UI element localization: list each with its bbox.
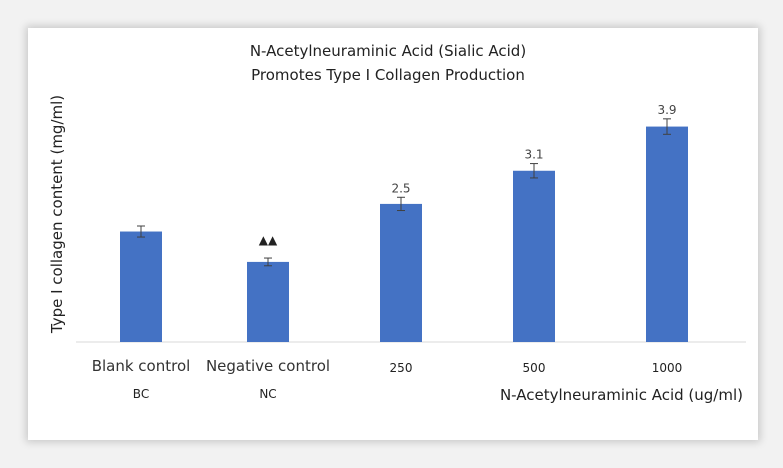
data-label-4: 3.9 (657, 103, 676, 117)
y-axis-title: Type I collagen content (mg/ml) (48, 95, 66, 334)
chart-svg: N-Acetylneuraminic Acid (Sialic Acid) Pr… (48, 42, 746, 404)
bar-1 (247, 261, 289, 342)
chart-frame: N-Acetylneuraminic Acid (Sialic Acid) Pr… (28, 28, 758, 440)
x-axis-title: N-Acetylneuraminic Acid (ug/ml) (500, 386, 743, 404)
x-sub-label-1: NC (259, 387, 276, 401)
x-tick-label-3: 500 (523, 361, 546, 375)
x-tick-label-4: 1000 (652, 361, 683, 375)
chart-title-line-2: Promotes Type I Collagen Production (251, 66, 525, 84)
x-tick-label-1: Negative control (206, 357, 330, 375)
bar-0 (120, 231, 162, 342)
data-label-2: 2.5 (391, 181, 410, 195)
bar-3 (513, 170, 555, 342)
chart-title-line-1: N-Acetylneuraminic Acid (Sialic Acid) (250, 42, 526, 60)
x-tick-label-2: 250 (390, 361, 413, 375)
data-label-3: 3.1 (524, 148, 543, 162)
significance-marker-0: ▲▲ (259, 233, 278, 247)
bar-4 (646, 126, 688, 342)
bar-2 (380, 203, 422, 342)
x-sub-label-0: BC (133, 387, 149, 401)
x-tick-label-0: Blank control (92, 357, 191, 375)
bars-layer: Blank control BC Negative control NC 2.5 250 3… (92, 103, 688, 401)
